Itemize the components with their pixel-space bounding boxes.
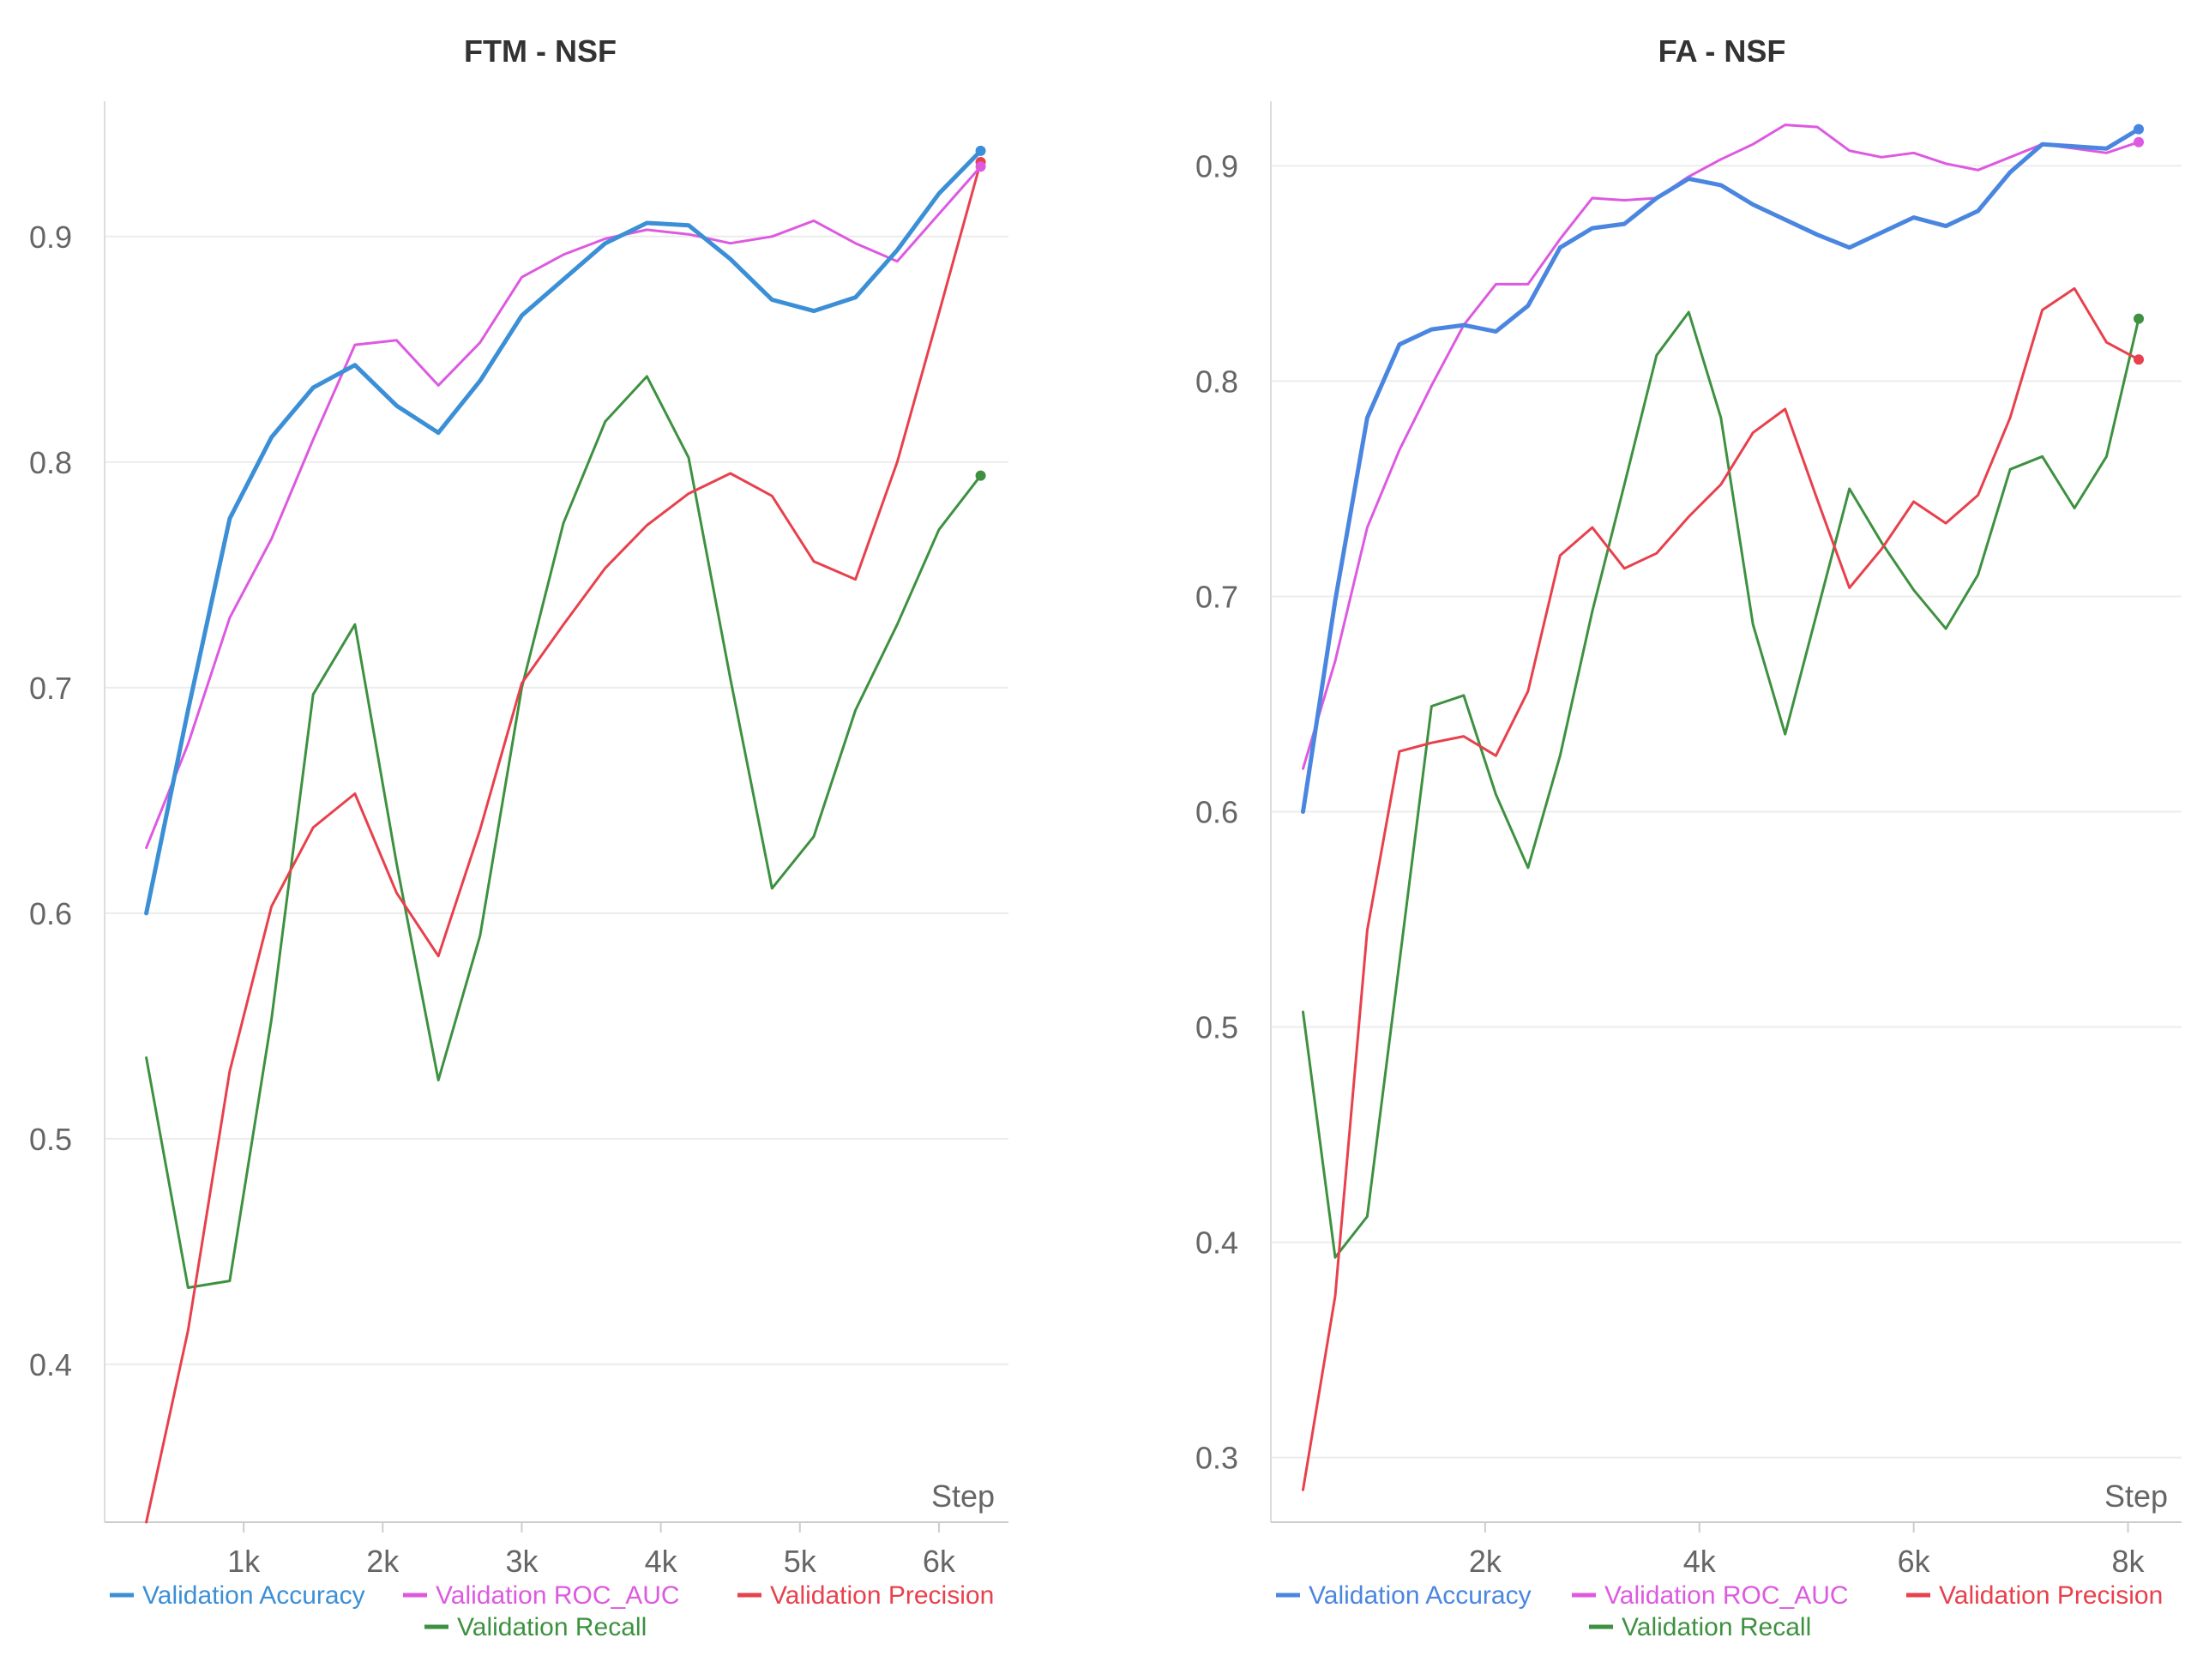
x-tick-label: 6k — [1898, 1544, 1931, 1579]
series-end-point — [975, 470, 986, 481]
series-end-point — [2134, 354, 2145, 365]
x-tick-label: 2k — [366, 1544, 400, 1579]
x-tick-label: 4k — [645, 1544, 678, 1579]
x-tick-label: 1k — [227, 1544, 261, 1579]
chart-title: FA - NSF — [1658, 33, 1786, 69]
chart-panel-ftm-nsf: FTM - NSF 0.4 0.5 0.6 0.7 0.8 0.9 1k 2k 3k 4k 5k 6k S… — [0, 0, 1104, 1680]
series-end-point — [975, 161, 986, 172]
y-tick-label: 0.9 — [29, 220, 72, 255]
y-tick-label: 0.8 — [29, 445, 72, 480]
y-tick-label: 0.4 — [29, 1347, 72, 1382]
y-tick-label: 0.3 — [1195, 1441, 1238, 1476]
series-end-point — [975, 145, 986, 156]
y-tick-label: 0.6 — [29, 896, 72, 931]
y-tick-label: 0.7 — [29, 671, 72, 706]
x-axis-label: Step — [2104, 1478, 2168, 1514]
legend-label: Validation ROC_AUC — [1604, 1581, 1849, 1610]
chart-fa-nsf: FA - NSF 0.3 0.4 0.5 0.6 0.7 0.8 0.9 2k 4k 6k 8k Ste… — [1195, 33, 2182, 1641]
y-tick-label: 0.6 — [1195, 795, 1238, 830]
legend-label: Validation Precision — [770, 1581, 994, 1610]
series-line-validation-recall — [145, 375, 983, 1289]
legend-item-validation-precision[interactable]: Validation Precision — [737, 1581, 994, 1610]
legend-item-validation-recall[interactable]: Validation Recall — [1589, 1613, 1811, 1641]
legend-label: Validation Recall — [1622, 1613, 1811, 1641]
legend-label: Validation Accuracy — [142, 1581, 365, 1610]
legend-label: Validation Precision — [1939, 1581, 2163, 1610]
y-tick-label: 0.9 — [1195, 148, 1238, 184]
series-end-point — [2134, 123, 2145, 135]
series-line-validation-precision — [1302, 286, 2140, 1491]
legend-item-validation-roc-auc[interactable]: Validation ROC_AUC — [1572, 1581, 1849, 1610]
legend-item-validation-precision[interactable]: Validation Precision — [1906, 1581, 2163, 1610]
legend-item-validation-roc-auc[interactable]: Validation ROC_AUC — [403, 1581, 680, 1610]
legend-label: Validation ROC_AUC — [436, 1581, 680, 1610]
y-tick-label: 0.8 — [1195, 364, 1238, 399]
chart-panel-fa-nsf: FA - NSF 0.3 0.4 0.5 0.6 0.7 0.8 0.9 2k 4k 6k 8k Ste… — [1104, 0, 2209, 1680]
x-tick-label: 3k — [505, 1544, 539, 1579]
series-line-validation-recall — [1302, 310, 2140, 1259]
x-tick-label: 5k — [784, 1544, 817, 1579]
y-tick-label: 0.5 — [29, 1122, 72, 1157]
legend-item-validation-recall[interactable]: Validation Recall — [424, 1613, 647, 1641]
legend-label: Validation Recall — [457, 1613, 647, 1641]
series-line-validation-accuracy — [144, 148, 984, 916]
series-end-point — [2134, 136, 2145, 148]
series-line-validation-precision — [145, 160, 983, 1524]
x-tick-label: 8k — [2112, 1544, 2146, 1579]
series-line-validation-accuracy — [1301, 127, 2141, 814]
chart-title: FTM - NSF — [464, 33, 617, 69]
x-tick-label: 2k — [1469, 1544, 1502, 1579]
legend-label: Validation Accuracy — [1309, 1581, 1532, 1610]
x-axis-label: Step — [931, 1478, 995, 1514]
series-end-point — [2134, 313, 2145, 324]
y-tick-label: 0.7 — [1195, 579, 1238, 614]
chart-ftm-nsf: FTM - NSF 0.4 0.5 0.6 0.7 0.8 0.9 1k 2k 3k 4k 5k 6k S… — [29, 33, 1008, 1641]
series-line-validation-roc-auc — [145, 165, 983, 850]
y-tick-label: 0.4 — [1195, 1225, 1238, 1261]
x-tick-label: 6k — [923, 1544, 956, 1579]
legend-item-validation-accuracy[interactable]: Validation Accuracy — [110, 1581, 365, 1610]
series-line-validation-roc-auc — [1302, 123, 2140, 770]
x-tick-label: 4k — [1683, 1544, 1717, 1579]
legend-item-validation-accuracy[interactable]: Validation Accuracy — [1276, 1581, 1532, 1610]
y-tick-label: 0.5 — [1195, 1010, 1238, 1045]
